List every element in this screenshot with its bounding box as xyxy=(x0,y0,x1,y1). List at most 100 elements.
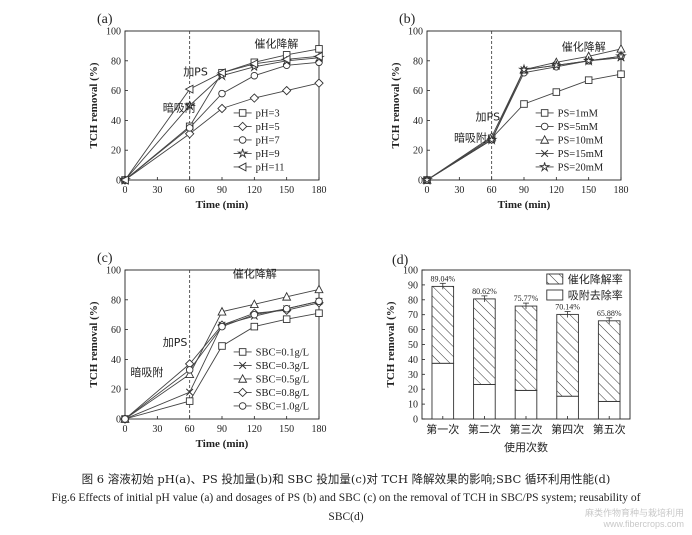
chart1-legend-marker xyxy=(540,122,549,131)
caption-english-line1: Fig.6 Effects of initial pH value (a) an… xyxy=(51,492,641,504)
chart0-data-point xyxy=(185,124,194,132)
chart0-data-point xyxy=(281,85,292,96)
chart3-y-tick-label: 60 xyxy=(408,325,418,336)
chart1-legend-marker xyxy=(538,162,551,173)
chart3-x-category-label: 第五次 xyxy=(593,422,626,436)
chart3-bar-degradation xyxy=(514,305,538,391)
chart0-legend-label: pH=3 xyxy=(256,108,280,119)
chart0-data-point xyxy=(249,93,260,103)
chart0-data-point xyxy=(250,71,259,80)
chart2-data-point xyxy=(185,369,195,379)
chart2-legend-label: SBC=0.8g/L xyxy=(256,388,309,399)
chart3-y-tick-label: 40 xyxy=(408,355,418,366)
chart1-x-tick-label: 150 xyxy=(581,185,596,196)
chart1-y-tick-label: 20 xyxy=(413,146,423,157)
chart0-data-point xyxy=(313,51,323,61)
watermark-line2: www.fibercrops.com xyxy=(603,519,684,529)
chart2-legend-marker xyxy=(237,387,248,398)
chart2-y-tick-label: 40 xyxy=(111,355,121,366)
chart1-x-tick-label: 60 xyxy=(487,185,497,196)
chart3-bar-degradation xyxy=(473,298,496,385)
chart0-series-line xyxy=(124,61,320,181)
chart1-x-tick-label: 90 xyxy=(519,185,529,196)
chart1-legend-marker xyxy=(540,149,549,158)
chart0-series-line xyxy=(124,48,320,181)
chart0-y-tick-label: 20 xyxy=(111,146,121,157)
chart3-legend-swatch-hatch xyxy=(546,273,564,285)
chart3-total-label: 89.04% xyxy=(430,274,455,283)
chart0-data-point xyxy=(281,54,291,64)
chart1-y-tick-label: 40 xyxy=(413,116,423,127)
chart0-data-point xyxy=(216,68,226,78)
chart0-series-line xyxy=(124,82,320,181)
chart3-x-category-label: 第四次 xyxy=(551,422,584,436)
chart3-y-tick-label: 20 xyxy=(408,385,418,396)
chart0-x-tick-label: 120 xyxy=(247,185,262,196)
chart0-data-point xyxy=(218,89,226,98)
chart2-data-point xyxy=(185,397,194,405)
chart2-y-tick-label: 20 xyxy=(111,385,121,396)
chart2-annotation: 催化降解 xyxy=(233,266,277,280)
chart3-bar-degradation xyxy=(556,313,579,397)
chart2-series-5 xyxy=(121,297,323,423)
chart2-panel-letter: (c) xyxy=(97,251,113,266)
chart0-series-line xyxy=(124,55,320,181)
chart0-data-point xyxy=(184,84,194,94)
chart2-series-line xyxy=(124,288,320,420)
chart2-x-axis-label: Time (min) xyxy=(196,438,249,450)
chart2-series-line xyxy=(124,302,320,420)
chart3-y-tick-label: 90 xyxy=(408,280,418,291)
chart0-y-tick-label: 0 xyxy=(116,176,121,187)
chart2-data-point xyxy=(282,291,292,301)
chart0-data-point xyxy=(119,175,129,185)
chart2-legend-marker xyxy=(237,373,248,383)
chart2-data-point xyxy=(250,322,259,331)
chart1-x-tick-label: 30 xyxy=(454,185,464,196)
chart0-legend-marker xyxy=(237,121,248,132)
chart1-series-line xyxy=(426,73,622,181)
chart1-series-line xyxy=(426,55,622,181)
chart0-legend-label: pH=11 xyxy=(256,162,285,173)
chart1-y-tick-label: 0 xyxy=(418,176,423,187)
chart1-data-point xyxy=(518,63,530,75)
chart3-bar-adsorption xyxy=(473,383,496,420)
chart0-x-tick-label: 60 xyxy=(185,185,195,196)
chart3-x-category-label: 第一次 xyxy=(426,422,459,436)
chart1-x-tick-label: 0 xyxy=(425,185,430,196)
chart-panel-d: (d) 0 10 20 30 40 50 60 70 80 90 100 TCH removal (%)… xyxy=(385,253,631,454)
chart3-y-tick-label: 80 xyxy=(408,295,418,306)
chart0-x-tick-label: 180 xyxy=(312,185,327,196)
chart0-y-tick-label: 60 xyxy=(111,86,121,97)
chart1-x-tick-label: 120 xyxy=(549,185,564,196)
chart1-legend-label: PS=1mM xyxy=(558,108,599,119)
chart2-data-point xyxy=(315,309,323,317)
chart2-x-tick-label: 150 xyxy=(279,424,294,435)
chart2-legend-label: SBC=0.3g/L xyxy=(256,361,309,372)
watermark: 麻类作物育种与栽培利用 www.fibercrops.com xyxy=(585,508,684,530)
chart0-y-tick-label: 100 xyxy=(106,27,121,38)
chart0-data-point xyxy=(249,59,259,69)
chart3-bar-adsorption xyxy=(431,362,455,420)
chart2-y-tick-label: 80 xyxy=(111,295,121,306)
chart2-legend-marker xyxy=(238,361,247,370)
chart2-legend-marker xyxy=(238,402,247,410)
chart1-legend-label: PS=20mM xyxy=(558,162,604,173)
chart-panel-c: (c) 0 30 60 90 120 150 180 0 20 40 60 80 100 Time (min… xyxy=(88,251,327,450)
chart0-annotation: 催化降解 xyxy=(254,36,298,50)
chart1-annotation: 催化降解 xyxy=(562,39,606,53)
chart1-annotation: 加PS xyxy=(476,110,501,123)
chart1-legend-marker xyxy=(539,134,550,144)
chart2-annotation: 加PS xyxy=(163,336,188,349)
chart1-series-5 xyxy=(421,50,627,186)
chart0-series-line xyxy=(124,57,320,181)
chart3-y-tick-label: 100 xyxy=(403,266,418,277)
chart2-data-point xyxy=(218,342,226,350)
chart1-data-point xyxy=(520,100,528,108)
chart1-y-axis-label: TCH removal (%) xyxy=(390,62,402,148)
chart2-data-point xyxy=(217,306,227,316)
chart2-data-point xyxy=(282,304,291,313)
chart3-x-category-label: 第二次 xyxy=(468,422,501,436)
chart0-x-tick-label: 0 xyxy=(123,185,128,196)
chart1-x-tick-label: 180 xyxy=(614,185,629,196)
chart2-annotation: 暗吸附 xyxy=(130,365,163,379)
